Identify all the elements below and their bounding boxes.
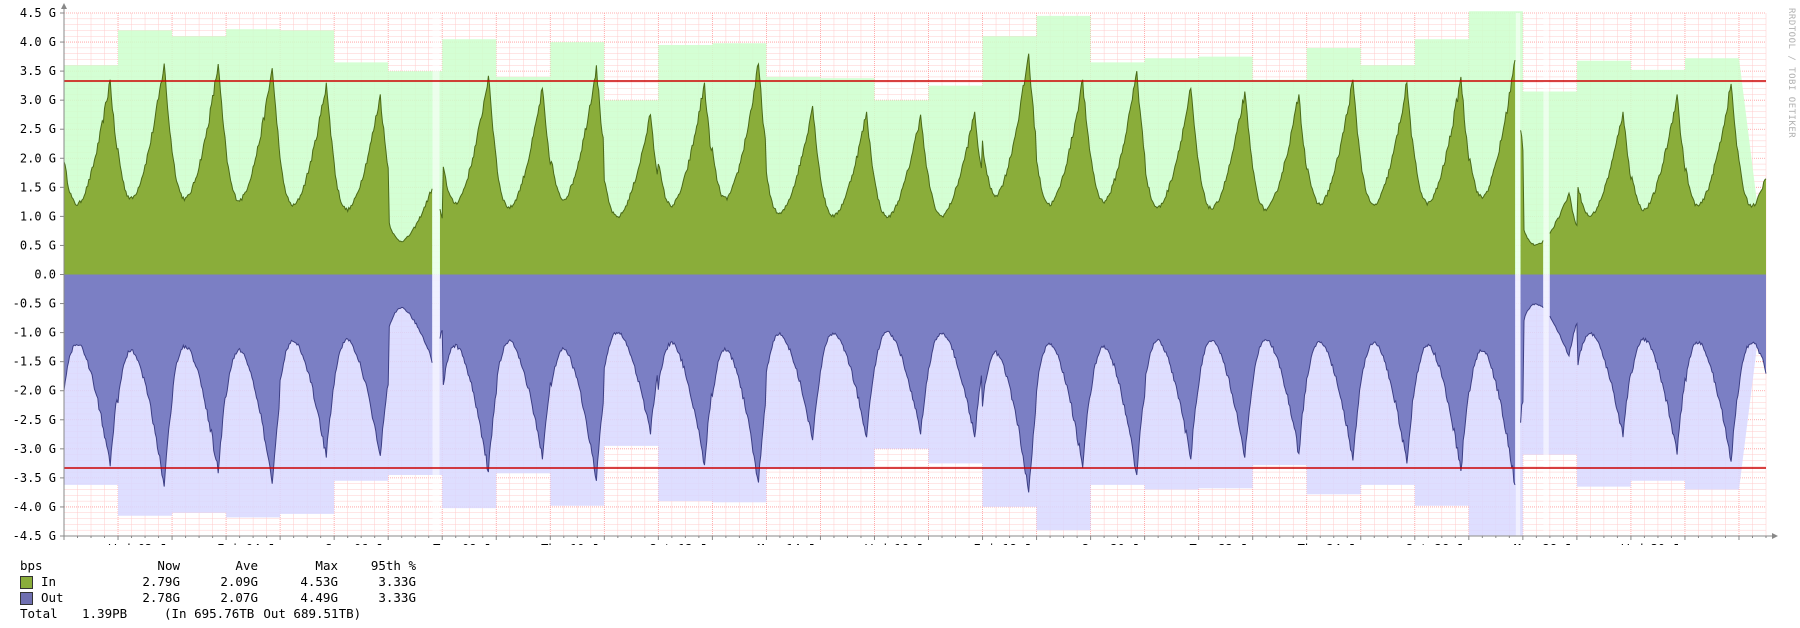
avg-area-in (64, 63, 433, 275)
legend-total-out: Out 689.51TB) (263, 606, 362, 621)
legend-header-now: Now (157, 558, 180, 573)
y-tick-label: 3.0 G (20, 93, 56, 107)
y-tick-label: -0.5 G (13, 297, 56, 311)
y-tick-label: -3.0 G (13, 442, 56, 456)
legend-total: Total 1.39PB (In 695.76TB Out 689.51TB) (20, 606, 416, 622)
traffic-chart: 4.5 G 4.0 G 3.5 G 3.0 G 2.5 G 2.0 G 1.5 G 1.0 G… (13, 3, 1778, 545)
x-axis-arrow (1772, 533, 1778, 539)
chart-axes (60, 3, 1778, 540)
line-in (63, 63, 433, 243)
legend-out-ave: 2.07G (220, 590, 258, 605)
line-out (439, 329, 1516, 493)
line-out (1520, 303, 1544, 423)
y-tick-label: 4.0 G (20, 35, 56, 49)
legend-in-ave: 2.09G (220, 574, 258, 589)
legend-header: bps Now Ave Max 95th % (20, 558, 416, 574)
legend-swatch-in (20, 575, 33, 589)
x-tick-label: Sun 06 Jan (325, 542, 397, 545)
watermark-text: RRDTOOL / TOBI OETIKER (1786, 8, 1796, 139)
legend-total-in: (In 695.76TB (164, 606, 255, 621)
line-out (1549, 315, 1767, 462)
x-tick-label: Thu 10 Jan (541, 542, 613, 545)
x-axis-labels: Wed 02 Jan Fri 04 Jan Sun 06 Jan Tue 08 Jan… (109, 542, 1694, 545)
x-tick-label: Mon 14 Jan (757, 542, 829, 545)
x-tick-label: Wed 16 Jan (865, 542, 937, 545)
legend-row-in: In 2.79G 2.09G 4.53G 3.33G (20, 574, 416, 590)
y-tick-label: 1.0 G (20, 209, 56, 223)
legend-total-label: Total (20, 606, 58, 621)
y-tick-label: 0.5 G (20, 238, 56, 252)
y-tick-label: 1.5 G (20, 180, 56, 194)
x-tick-label: Fri 18 Jan (973, 542, 1045, 545)
x-tick-label: Sat 12 Jan (649, 542, 721, 545)
legend-out-now: 2.78G (142, 590, 180, 605)
y-tick-label: 3.5 G (20, 64, 56, 78)
x-tick-label: Mon 28 Jan (1514, 542, 1586, 545)
legend-unit: bps (20, 558, 43, 573)
y-tick-label: 2.5 G (20, 122, 56, 136)
x-tick-label: Thu 24 Jan (1298, 542, 1370, 545)
line-out (63, 306, 433, 487)
x-tick-label: Tue 08 Jan (433, 542, 505, 545)
line-in (439, 53, 1516, 219)
legend-row-out: Out 2.78G 2.07G 4.49G 3.33G (20, 590, 416, 606)
threshold-lines (64, 80, 1766, 469)
x-tick-label: Tue 22 Jan (1190, 542, 1262, 545)
x-tick-label: Fri 04 Jan (217, 542, 289, 545)
y-tick-label: -1.5 G (13, 355, 56, 369)
x-tick-label: Wed 30 Jan (1622, 542, 1694, 545)
line-in (1520, 130, 1544, 246)
legend-in-p95: 3.33G (378, 574, 416, 589)
y-tick-label: 4.5 G (20, 6, 56, 20)
y-tick-label: 2.0 G (20, 151, 56, 165)
y-tick-label: -3.5 G (13, 471, 56, 485)
legend-header-p95: 95th % (370, 558, 416, 573)
y-tick-label: -2.0 G (13, 384, 56, 398)
gap-band (1515, 13, 1521, 536)
y-axis-arrow (61, 3, 67, 9)
avg-area-out (64, 274, 433, 487)
y-tick-label: -4.5 G (13, 529, 56, 543)
legend-series-out: Out (41, 590, 64, 605)
avg-area-out (1520, 274, 1544, 423)
legend: bps Now Ave Max 95th % In 2.79G 2.09G 4.… (20, 558, 416, 622)
series-lines (63, 53, 1767, 493)
x-tick-label: Sat 26 Jan (1406, 542, 1478, 545)
y-axis-labels: 4.5 G 4.0 G 3.5 G 3.0 G 2.5 G 2.0 G 1.5 G 1.0 G… (13, 6, 56, 543)
avg-area-in (1520, 130, 1544, 275)
y-tick-label: 0.0 (34, 268, 56, 282)
y-tick-label: -4.0 G (13, 500, 56, 514)
legend-series-in: In (41, 574, 57, 589)
legend-header-max: Max (315, 558, 338, 573)
y-tick-label: -1.0 G (13, 326, 56, 340)
legend-header-ave: Ave (235, 558, 258, 573)
y-tick-label: -2.5 G (13, 413, 56, 427)
x-tick-label: Sun 20 Jan (1081, 542, 1153, 545)
avg-area-in (1549, 83, 1766, 275)
legend-in-max: 4.53G (300, 574, 338, 589)
legend-swatch-out (20, 591, 33, 605)
gap-band (432, 13, 440, 536)
legend-out-p95: 3.33G (378, 590, 416, 605)
x-tick-label: Wed 02 Jan (109, 542, 181, 545)
line-in (1549, 83, 1767, 234)
legend-total-value: 1.39PB (82, 606, 128, 621)
legend-in-now: 2.79G (142, 574, 180, 589)
gap-band (1543, 13, 1549, 536)
legend-out-max: 4.49G (300, 590, 338, 605)
